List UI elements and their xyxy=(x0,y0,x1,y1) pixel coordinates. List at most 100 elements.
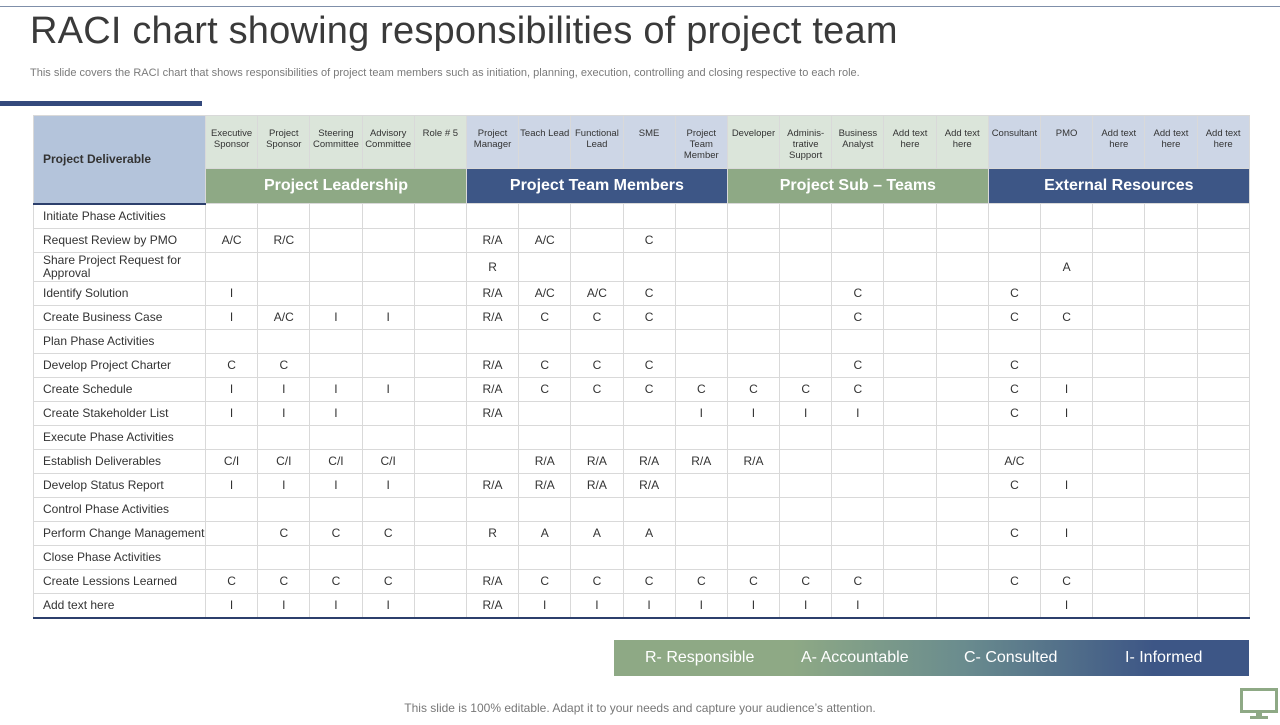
raci-cell: R/A xyxy=(465,472,520,498)
raci-cell: C xyxy=(674,568,728,594)
raci-cell xyxy=(779,203,833,229)
raci-cell: R/A xyxy=(465,227,520,253)
raci-cell xyxy=(413,203,467,229)
raci-cell xyxy=(883,328,937,354)
raci-cell xyxy=(935,400,989,426)
raci-cell xyxy=(1144,592,1198,619)
raci-cell: C xyxy=(518,352,572,378)
raci-cell xyxy=(1196,251,1250,282)
raci-cell xyxy=(935,227,989,253)
table-row: Control Phase Activities xyxy=(33,496,1250,522)
raci-cell xyxy=(1092,544,1146,570)
raci-cell: I xyxy=(204,376,259,402)
raci-cell xyxy=(1039,496,1094,522)
raci-cell xyxy=(674,424,728,450)
raci-cell xyxy=(987,496,1042,522)
raci-cell xyxy=(987,424,1042,450)
page-title: RACI chart showing responsibilities of p… xyxy=(30,10,898,52)
raci-cell: C xyxy=(518,304,572,330)
table-row: Establish Deliverables C/I C/I C/I C/I R/A R/A… xyxy=(33,448,1250,474)
raci-cell xyxy=(726,328,781,354)
raci-cell xyxy=(309,544,363,570)
raci-cell xyxy=(831,328,885,354)
role-header: SME xyxy=(622,115,676,169)
raci-cell xyxy=(1092,251,1146,282)
table-row: Create Schedule I I I I R/A C C C C C C C C I xyxy=(33,376,1250,402)
raci-cell xyxy=(1196,304,1250,330)
raci-cell: R/A xyxy=(518,472,572,498)
raci-cell xyxy=(257,203,311,229)
monitor-icon xyxy=(1240,688,1278,725)
raci-cell: I xyxy=(726,400,781,426)
role-header: Adminis-trative Support xyxy=(779,115,833,169)
raci-cell xyxy=(413,520,467,546)
raci-cell: C/I xyxy=(204,448,259,474)
raci-cell xyxy=(1196,203,1250,229)
raci-cell xyxy=(361,544,415,570)
raci-cell xyxy=(883,424,937,450)
raci-cell xyxy=(987,592,1042,619)
raci-cell xyxy=(361,496,415,522)
role-header: Project Sponsor xyxy=(257,115,311,169)
raci-cell: C/I xyxy=(309,448,363,474)
raci-cell: R/A xyxy=(570,448,624,474)
raci-cell: I xyxy=(1039,400,1094,426)
raci-cell xyxy=(1196,328,1250,354)
raci-cell: I xyxy=(257,376,311,402)
raci-cell xyxy=(1196,592,1250,619)
raci-cell: I xyxy=(674,592,728,619)
raci-cell xyxy=(204,251,259,282)
raci-cell xyxy=(883,400,937,426)
raci-cell xyxy=(883,472,937,498)
deliverable-label: Plan Phase Activities xyxy=(33,328,206,354)
accent-bar xyxy=(0,101,202,106)
raci-cell xyxy=(1039,280,1094,306)
raci-cell xyxy=(570,203,624,229)
raci-cell: A/C xyxy=(204,227,259,253)
raci-cell xyxy=(413,251,467,282)
raci-cell: I xyxy=(309,472,363,498)
raci-cell: A xyxy=(1039,251,1094,282)
deliverable-label: Execute Phase Activities xyxy=(33,424,206,450)
raci-cell xyxy=(883,280,937,306)
role-header: PMO xyxy=(1039,115,1094,169)
raci-cell xyxy=(883,251,937,282)
raci-cell xyxy=(309,251,363,282)
raci-cell xyxy=(674,251,728,282)
role-header: Functional Lead xyxy=(570,115,624,169)
raci-cell xyxy=(1092,376,1146,402)
raci-cell xyxy=(622,203,676,229)
role-header: Add text here xyxy=(1092,115,1146,169)
raci-cell xyxy=(622,328,676,354)
raci-cell xyxy=(1144,203,1198,229)
raci-cell xyxy=(935,568,989,594)
raci-cell xyxy=(1196,496,1250,522)
raci-cell: I xyxy=(831,400,885,426)
raci-cell xyxy=(935,544,989,570)
table-row: Close Phase Activities xyxy=(33,544,1250,570)
role-header-row: Project Deliverable Executive Sponsor Proj… xyxy=(33,115,1250,205)
raci-cell: A/C xyxy=(257,304,311,330)
raci-cell xyxy=(987,227,1042,253)
table-row: Develop Project Charter C C R/A C C C C C xyxy=(33,352,1250,378)
raci-cell xyxy=(204,424,259,450)
raci-cell xyxy=(935,496,989,522)
raci-cell xyxy=(518,544,572,570)
raci-cell xyxy=(570,400,624,426)
raci-cell xyxy=(1092,328,1146,354)
raci-cell: C xyxy=(570,352,624,378)
raci-cell xyxy=(1039,544,1094,570)
raci-cell: I xyxy=(361,304,415,330)
group-header-row: Project Leadership Project Team Members Pr… xyxy=(34,168,1250,204)
raci-cell xyxy=(1196,448,1250,474)
raci-cell: R/C xyxy=(257,227,311,253)
raci-cell: C xyxy=(1039,568,1094,594)
raci-cell: C xyxy=(987,280,1042,306)
raci-cell xyxy=(779,520,833,546)
raci-cell xyxy=(570,496,624,522)
raci-cell: C/I xyxy=(257,448,311,474)
raci-cell xyxy=(361,352,415,378)
raci-cell: R/A xyxy=(465,376,520,402)
deliverable-header: Project Deliverable xyxy=(33,115,206,205)
deliverable-label: Create Schedule xyxy=(33,376,206,402)
